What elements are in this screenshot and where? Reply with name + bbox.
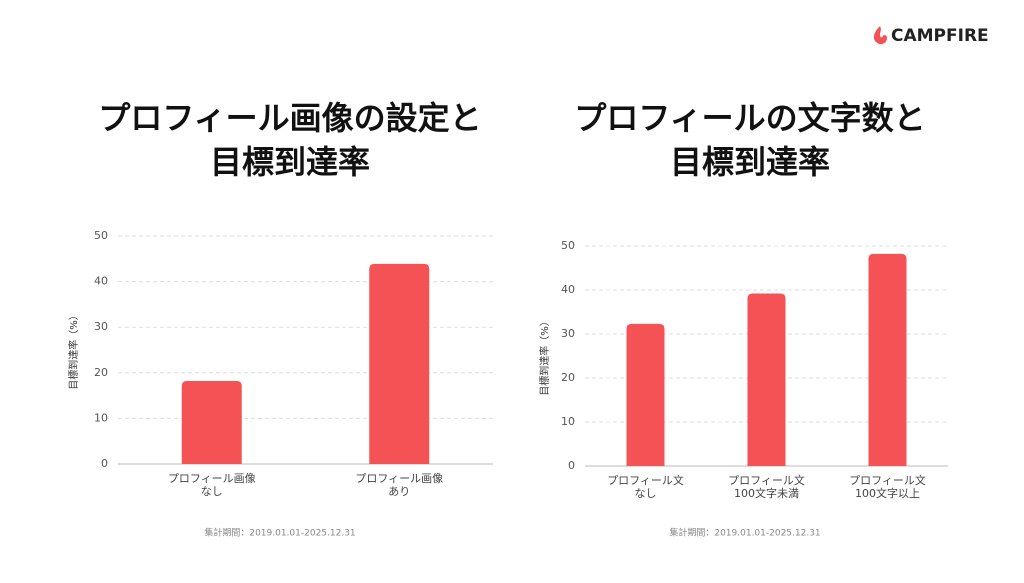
x-tick-label: プロフィール画像 あり — [355, 472, 444, 498]
y-tick-label: 0 — [101, 457, 108, 470]
y-tick-label: 40 — [561, 283, 575, 296]
chart-title: プロフィール画像の設定と 目標到達率 — [98, 99, 482, 181]
y-axis-label: 目標到達率（%） — [67, 310, 80, 390]
x-tick-label: プロフィール文 100文字未満 — [728, 474, 805, 500]
y-tick-label: 20 — [561, 371, 575, 384]
brand-logo: CAMPFIRE — [873, 26, 989, 46]
y-tick-label: 0 — [568, 459, 575, 472]
y-tick-label: 30 — [94, 320, 108, 333]
bar — [181, 381, 242, 464]
y-tick-label: 50 — [94, 229, 108, 242]
footnote: 集計期間：2019.01.01-2025.12.31 — [669, 527, 820, 539]
brand-name: CAMPFIRE — [891, 26, 989, 46]
y-axis-label: 目標到達率（%） — [538, 316, 551, 396]
bar — [868, 253, 907, 466]
bar — [369, 263, 430, 464]
bar — [626, 323, 665, 466]
y-tick-label: 30 — [561, 327, 575, 340]
y-tick-label: 20 — [94, 366, 108, 379]
y-tick-label: 10 — [94, 411, 108, 424]
x-tick-label: プロフィール文 なし — [607, 474, 684, 500]
y-tick-label: 50 — [561, 239, 575, 252]
footnote: 集計期間：2019.01.01-2025.12.31 — [204, 527, 355, 539]
y-tick-label: 10 — [561, 415, 575, 428]
y-tick-label: 40 — [94, 275, 108, 288]
bar — [747, 293, 786, 466]
x-tick-label: プロフィール画像 なし — [167, 472, 256, 498]
x-tick-label: プロフィール文 100文字以上 — [849, 474, 926, 500]
flame-icon — [873, 26, 887, 45]
chart-title: プロフィールの文字数と 目標到達率 — [574, 99, 926, 181]
